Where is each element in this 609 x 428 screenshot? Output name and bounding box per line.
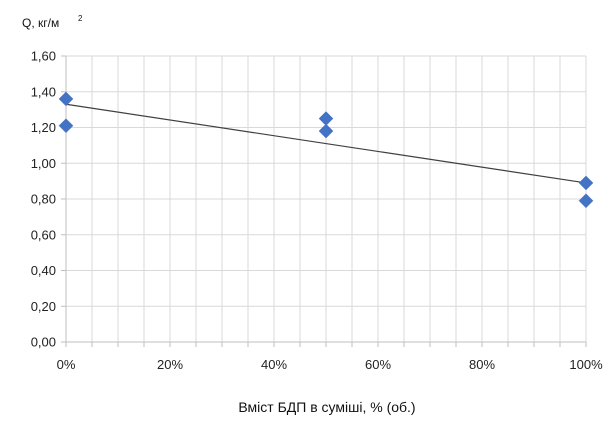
x-tick-label: 0% xyxy=(57,357,76,372)
trendline-layer xyxy=(65,103,587,184)
x-tick-label: 100% xyxy=(569,357,603,372)
x-tick-label: 60% xyxy=(365,357,391,372)
labels-layer: Q, кг/м 2 Вміст БДП в суміші, % (об.) 0,… xyxy=(22,14,603,415)
data-point-diamond xyxy=(578,175,594,191)
y-tick-label: 1,20 xyxy=(31,120,56,135)
y-tick-label: 0,60 xyxy=(31,227,56,242)
x-axis-title: Вміст БДП в суміші, % (об.) xyxy=(238,399,415,415)
x-tick-label: 80% xyxy=(469,357,495,372)
y-tick-label: 0,80 xyxy=(31,192,56,207)
data-point-diamond xyxy=(58,118,74,134)
trendline xyxy=(65,103,587,184)
y-tick-label: 1,60 xyxy=(31,49,56,64)
x-tick-label: 20% xyxy=(157,357,183,372)
y-tick-label: 0,40 xyxy=(31,263,56,278)
points-layer xyxy=(58,91,594,209)
data-point-diamond xyxy=(58,91,74,107)
y-tick-label: 0,20 xyxy=(31,299,56,314)
y-tick-label: 1,00 xyxy=(31,156,56,171)
data-point-diamond xyxy=(318,123,334,139)
y-axis-title-superscript: 2 xyxy=(78,14,83,23)
data-point-diamond xyxy=(318,111,334,126)
y-axis-title: Q, кг/м xyxy=(22,16,59,30)
grid-layer xyxy=(65,55,587,343)
y-tick-label: 0,00 xyxy=(31,335,56,350)
y-tick-label: 1,40 xyxy=(31,84,56,99)
axis-layer xyxy=(61,55,587,347)
x-tick-label: 40% xyxy=(261,357,287,372)
data-point-diamond xyxy=(578,193,594,209)
